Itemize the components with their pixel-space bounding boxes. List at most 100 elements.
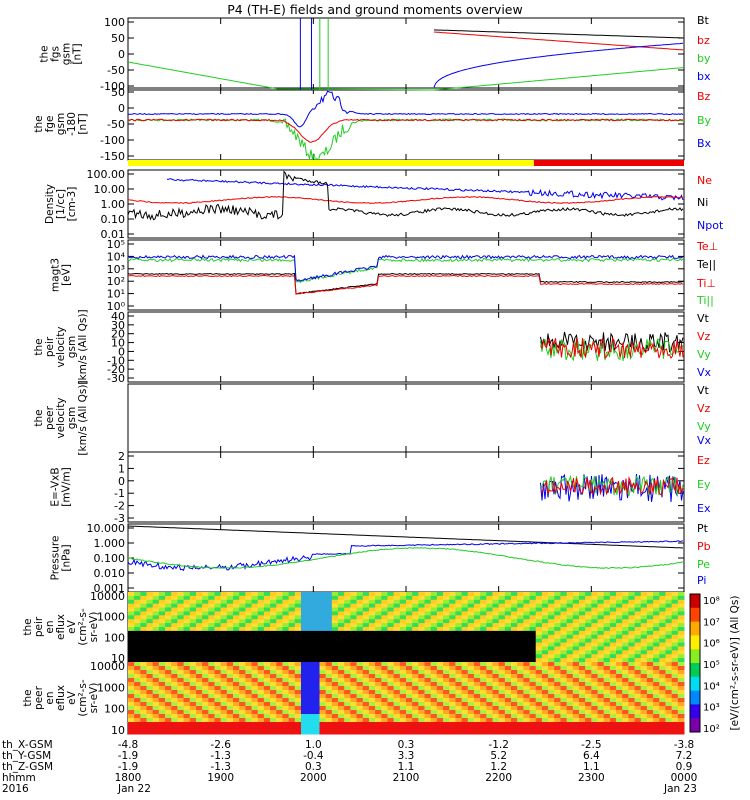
legend-Vy: Vy: [697, 420, 711, 433]
series-Pt: [127, 525, 684, 549]
xrow-value: 0.9: [676, 761, 693, 773]
ylabel-line: E=-VxB: [50, 467, 62, 506]
ylabel-line: [1/cc]: [55, 189, 67, 219]
colorbar-tick: 10²: [703, 724, 720, 735]
ylabel-line: peer: [33, 685, 45, 710]
ytick-label: 1.000: [94, 537, 126, 550]
ytick-label: 1000: [97, 611, 125, 624]
coverage-bar-yellow: [128, 160, 534, 166]
colorbar-tick: 10⁶: [703, 639, 720, 650]
ytick-label: 10: [111, 652, 125, 665]
xrow-value: 7.2: [676, 750, 693, 762]
ytick-label: 100.00: [87, 168, 126, 181]
ytick-label: 10: [111, 724, 125, 737]
ytick-label: 1000: [97, 681, 125, 694]
ytick-label: -100: [100, 80, 125, 93]
legend-Vt: Vt: [697, 384, 710, 397]
ylabel-4: the peir velocity gsm [km/s (All Qs)]: [33, 309, 89, 384]
ylabel-line: [eV]: [61, 264, 73, 286]
ylabel-line: gsm: [66, 407, 78, 429]
ytick-label: 0.010: [94, 567, 126, 580]
xrow-value: -2.6: [210, 739, 231, 751]
chart-title: P4 (TH-E) fields and ground moments over…: [227, 2, 523, 17]
ylabel-line: the: [22, 618, 34, 635]
legend-Te⊥: Te⊥: [696, 240, 718, 253]
legend-Bx: Bx: [697, 137, 712, 150]
ylabel-line: gsm: [61, 43, 73, 65]
ytick-label: 10²: [107, 275, 125, 288]
legend-Ni: Ni: [697, 196, 708, 209]
legend-Ez: Ez: [697, 454, 710, 467]
ylabel-line: en: [44, 691, 56, 704]
ylabel-line: en: [44, 620, 56, 633]
colorbar-swatch: [690, 690, 700, 705]
ylabel-line: [nT]: [72, 43, 84, 64]
xrow-value: 1.0: [305, 739, 322, 751]
legend-Npot: Npot: [697, 219, 724, 232]
ytick-label: 0: [118, 345, 125, 358]
date-end: Jan 23: [663, 783, 697, 795]
legend-Te||: Te||: [696, 258, 716, 271]
ylabel-7: Pressure [nPa]: [50, 536, 73, 581]
ytick-label: 10000: [90, 660, 125, 673]
ytick-label: 10¹: [107, 288, 125, 301]
legend-Vx: Vx: [697, 366, 712, 379]
legend-Pb: Pb: [697, 540, 711, 553]
colorbar-label-text: [eV/(cm²-s-sr-eV)] (All Qs): [729, 596, 741, 731]
ylabel-line: [mV/m]: [61, 467, 73, 506]
ylabel-line: the: [33, 338, 45, 355]
ytick-label: -30: [107, 372, 125, 385]
ytick-label: -2: [114, 500, 125, 513]
series-Pe: [127, 547, 684, 569]
panel-frame-7: [127, 523, 685, 593]
colorbar-tick: 10⁵: [703, 660, 720, 671]
ytick-label: 0: [118, 475, 125, 488]
ylabel-line: Density: [44, 184, 56, 224]
panel-frame-5: [127, 383, 685, 453]
ytick-label: 0: [118, 48, 125, 61]
xrow-value: -1.9: [118, 750, 139, 762]
legend-Vt: Vt: [697, 312, 710, 325]
legend-Ex: Ex: [697, 502, 711, 515]
ytick-label: 10.000: [87, 522, 126, 535]
ylabel-line: [cm-3]: [66, 187, 78, 222]
legend-Ti⊥: Ti⊥: [696, 277, 716, 290]
series-Npot: [166, 178, 684, 201]
ytick-label: 50: [111, 32, 125, 45]
ytick-label: 0.001: [94, 582, 126, 595]
ytick-label: 10⁵: [107, 238, 125, 251]
ytick-label: 100: [104, 631, 125, 644]
ylabel-line: eflux: [55, 685, 67, 711]
colorbar-swatch: [690, 607, 700, 623]
xrow-value: -0.4: [303, 750, 324, 762]
xrow-value: 0000: [671, 772, 698, 784]
xrow-value: 1800: [115, 772, 142, 784]
xrow-label: hhmm: [2, 772, 36, 784]
ytick-label: 0.10: [101, 213, 126, 226]
ylabel-line: (cm²-s-: [77, 679, 89, 717]
ylabel-line: peer: [44, 405, 56, 430]
ytick-label: 1: [118, 462, 125, 475]
ylabel-9: the peer en eflux eV (cm²-s-sr-eV): [22, 679, 100, 717]
ytick-label: 10³: [107, 263, 125, 276]
ytick-label: 0: [118, 102, 125, 115]
heatmap-peer: [128, 662, 685, 735]
coverage-bar-red: [533, 160, 684, 166]
xrow-value: 0.3: [305, 761, 322, 773]
series-Ti||: [127, 257, 684, 284]
ylabel-line: velocity: [55, 326, 67, 367]
series-bx: [433, 42, 684, 88]
legend-Bz: Bz: [697, 90, 711, 103]
ylabel-3: magt3 [eV]: [50, 258, 73, 292]
ylabel-line: velocity: [55, 397, 67, 438]
xrow-label: th_Y-GSM: [2, 750, 51, 762]
xrow-value: -3.8: [674, 739, 695, 751]
ylabel-6: E=-VxB [mV/m]: [50, 467, 73, 506]
legend-Vz: Vz: [697, 330, 711, 343]
xrow-value: 1.1: [583, 761, 600, 773]
series-Vz: [540, 337, 684, 359]
ytick-label: -50: [107, 64, 125, 77]
series-Te⊥: [127, 272, 684, 295]
ylabel-line: Pressure: [50, 536, 62, 581]
ylabel-line: eflux: [55, 614, 67, 640]
